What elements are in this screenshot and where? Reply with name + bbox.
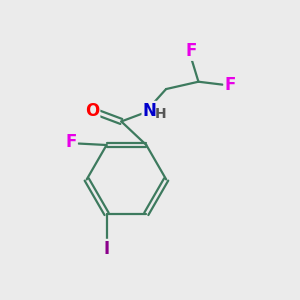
Text: O: O [85, 102, 100, 120]
Text: F: F [65, 133, 77, 151]
Text: H: H [155, 107, 167, 121]
Text: I: I [103, 240, 109, 258]
Text: F: F [224, 76, 236, 94]
Text: N: N [142, 102, 156, 120]
Text: F: F [185, 42, 197, 60]
